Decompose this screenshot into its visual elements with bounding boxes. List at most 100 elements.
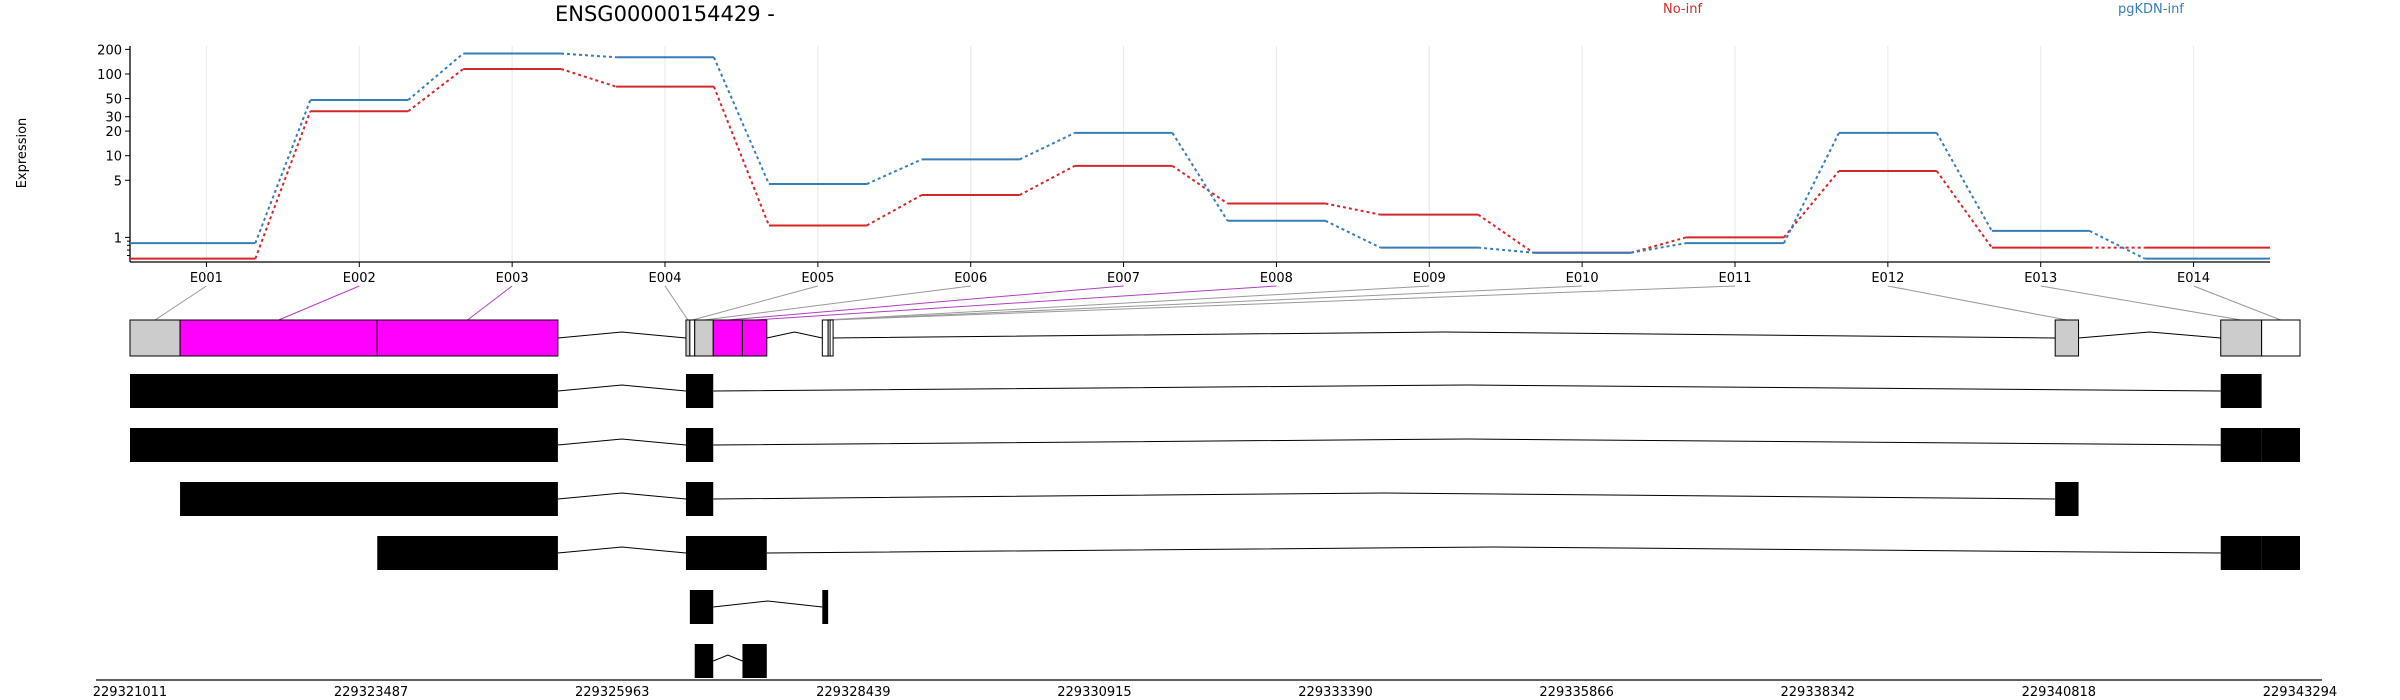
y-tick-label: 100	[97, 68, 122, 83]
exon-connector	[664, 285, 689, 321]
transcript-block	[2055, 482, 2079, 516]
gene-model	[129, 285, 2301, 357]
series-0-transition	[1019, 165, 1076, 196]
transcript-block	[2220, 428, 2262, 462]
y-tick-label: 10	[105, 150, 122, 165]
series-1-transition	[1478, 246, 1534, 254]
genomic-tick-label: 229328439	[816, 685, 890, 700]
exon-connector	[467, 285, 513, 321]
x-tick-label: E004	[648, 271, 681, 286]
exon-box	[376, 319, 559, 357]
intron-line	[557, 331, 687, 339]
transcript-intron	[557, 492, 687, 500]
transcript-block	[694, 644, 714, 678]
transcript-block	[2261, 428, 2300, 462]
series-1-transition	[1171, 132, 1229, 222]
y-tick-label: 50	[105, 93, 122, 108]
genomic-axis: 229321011 229323487 229325963 229328439 2293…	[93, 679, 2337, 700]
transcript-block	[377, 536, 558, 570]
exon-connector	[1887, 285, 2067, 321]
transcript-block	[685, 374, 714, 408]
genomic-tick-label: 229321011	[93, 685, 167, 700]
exon-connector	[830, 285, 1736, 321]
x-tick-label: E011	[1718, 271, 1751, 286]
series-1-transition	[407, 52, 464, 101]
genomic-tick-label: 229333390	[1298, 685, 1372, 700]
transcript-block	[180, 482, 558, 516]
transcript-intron	[713, 600, 823, 608]
legend-entry-pgkdn-inf: pgKDN-inf	[2118, 2, 2184, 17]
exon-box	[129, 319, 181, 357]
series-0-transition	[560, 68, 617, 88]
exon-box	[694, 319, 714, 357]
transcript-intron	[713, 438, 2221, 446]
genomic-tick-label: 229323487	[334, 685, 408, 700]
y-axis-label: Expression	[15, 118, 30, 189]
exon-box	[685, 319, 691, 357]
series-1-transition	[1783, 132, 1840, 244]
x-tick-label: E012	[1871, 271, 1904, 286]
x-tick-label: E013	[2024, 271, 2057, 286]
series-0-transition	[1325, 202, 1381, 216]
exon-connector	[2040, 285, 2242, 321]
exon-box	[2220, 319, 2263, 357]
transcript-intron	[557, 384, 687, 392]
transcript-block	[2220, 536, 2262, 570]
transcript-block	[689, 590, 714, 624]
y-tick-label: 1	[114, 231, 122, 246]
exon-connector	[825, 285, 1430, 321]
genomic-tick-label: 229343294	[2263, 685, 2337, 700]
series-1-transition	[712, 56, 770, 185]
exon-box	[821, 319, 829, 357]
transcript-block	[2261, 536, 2300, 570]
transcript-block	[2220, 374, 2262, 408]
x-tick-label: E001	[190, 271, 223, 286]
x-tick-label: E010	[1566, 271, 1599, 286]
x-tick-label: E002	[343, 271, 376, 286]
genomic-tick-label: 229340818	[2022, 685, 2096, 700]
exon-connector	[692, 285, 818, 321]
transcript-intron	[766, 546, 2221, 554]
exon-connector	[727, 285, 1124, 321]
transcript-block	[685, 428, 714, 462]
transcript-block	[685, 536, 767, 570]
intron-line	[2078, 331, 2221, 339]
series-0-transition	[1935, 170, 1993, 249]
transcript-intron	[713, 654, 743, 662]
legend-entry-no-inf: No-inf	[1663, 2, 1702, 17]
transcript-intron	[713, 384, 2221, 392]
x-tick-label: E008	[1260, 271, 1293, 286]
x-tick-label: E014	[2177, 271, 2210, 286]
x-tick-label: E009	[1413, 271, 1446, 286]
genomic-tick-label: 229335866	[1539, 685, 1613, 700]
exon-connector	[278, 285, 360, 321]
y-tick-label: 30	[105, 111, 122, 126]
x-tick-label: E005	[801, 271, 834, 286]
transcript-intron	[557, 438, 687, 446]
exon-box	[179, 319, 378, 357]
genomic-tick-label: 229330915	[1057, 685, 1131, 700]
series-1-transition	[1630, 242, 1687, 254]
series-1-transition	[1324, 219, 1381, 249]
series-1-transition	[2089, 230, 2146, 260]
transcript-block	[822, 590, 829, 624]
transcript-block	[130, 428, 558, 462]
transcript-block	[742, 644, 767, 678]
exon-connector	[2193, 285, 2281, 321]
transcript-block	[130, 374, 558, 408]
series-0-transition	[712, 86, 770, 226]
series-1-transition	[866, 158, 923, 185]
exon-box	[712, 319, 743, 357]
series-1-transition	[560, 52, 617, 59]
transcript-block	[685, 482, 714, 516]
intron-line	[831, 331, 2056, 339]
intron-line	[766, 331, 823, 339]
exon-connector	[829, 285, 1583, 321]
y-tick-label: 5	[114, 174, 122, 189]
chart-title: ENSG00000154429 -	[555, 2, 775, 26]
exon-connector	[154, 285, 207, 321]
series-0-transition	[1783, 170, 1840, 239]
series-0-transition	[866, 194, 923, 227]
